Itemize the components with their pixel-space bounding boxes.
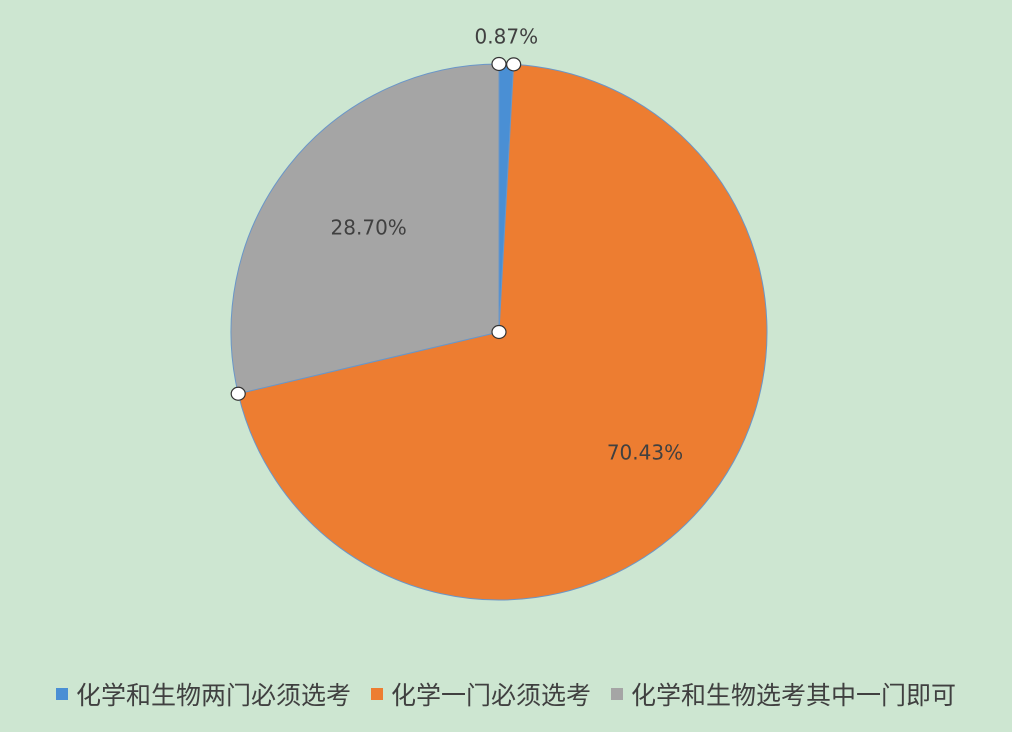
selection-handle[interactable] xyxy=(230,386,246,401)
legend-label: 化学一门必须选考 xyxy=(390,681,591,710)
pie-slice-2 xyxy=(230,63,500,395)
data-label-2: 28.70% xyxy=(331,215,407,239)
selection-handles xyxy=(230,56,522,401)
legend-swatch-blue xyxy=(55,688,68,700)
legend-label: 化学和生物选考其中一门即可 xyxy=(631,681,957,710)
chart-legend: 化学和生物两门必须选考 化学一门必须选考 化学和生物选考其中一门即可 xyxy=(0,672,1012,716)
data-label-1: 70.43% xyxy=(607,441,683,465)
selection-handle[interactable] xyxy=(506,57,522,72)
pie-chart-svg: 0.87% 70.43% 28.70% xyxy=(230,25,768,601)
selection-handle[interactable] xyxy=(491,324,507,340)
legend-label: 化学和生物两门必须选考 xyxy=(75,681,351,710)
legend-item-either-one: 化学和生物选考其中一门即可 xyxy=(611,676,956,712)
legend-swatch-orange xyxy=(370,688,383,700)
labels-layer: 0.87% 70.43% 28.70% xyxy=(331,25,684,465)
legend-item-both-required: 化学和生物两门必须选考 xyxy=(55,676,351,712)
data-label-0: 0.87% xyxy=(475,25,539,49)
selection-handle[interactable] xyxy=(491,56,507,72)
legend-item-chemistry-required: 化学一门必须选考 xyxy=(370,676,591,712)
pie-chart: 0.87% 70.43% 28.70% xyxy=(230,25,768,601)
legend-swatch-gray xyxy=(611,688,623,700)
